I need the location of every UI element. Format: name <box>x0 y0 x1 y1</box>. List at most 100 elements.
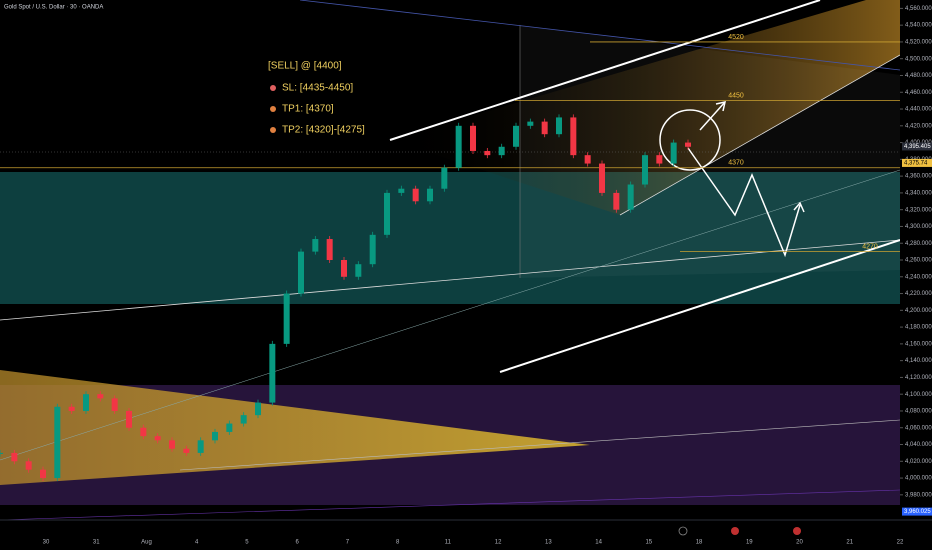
x-tick-label: 15 <box>645 540 652 546</box>
y-tick-label: 4,480.000 <box>905 73 932 79</box>
projection <box>699 101 726 131</box>
x-tick-label: 4 <box>195 540 199 546</box>
y-tick-label: 4,500.000 <box>905 56 932 62</box>
x-tick-label: 31 <box>93 540 100 546</box>
x-tick-label: 8 <box>396 540 400 546</box>
y-tick-label: 4,160.000 <box>905 341 932 347</box>
candle <box>398 188 405 193</box>
candle <box>97 394 104 399</box>
candle <box>68 406 75 411</box>
x-tick-label: 30 <box>43 540 50 546</box>
price-axis <box>900 0 932 550</box>
candle <box>570 117 577 156</box>
y-tick-label: 3,980.000 <box>905 492 932 498</box>
y-tick-label: 4,560.000 <box>905 6 932 12</box>
icon <box>270 127 276 133</box>
trend <box>299 0 901 71</box>
candle <box>0 452 3 454</box>
candle <box>584 155 591 164</box>
candle <box>25 461 32 470</box>
y-tick-label: 4,000.000 <box>905 476 932 482</box>
price-tag-label: 3,960.025 <box>904 509 931 515</box>
candle <box>384 192 390 235</box>
candle <box>255 402 261 416</box>
candle <box>441 167 448 189</box>
channel <box>390 0 900 215</box>
y-tick-label: 4,440.000 <box>905 107 932 113</box>
candle <box>83 394 89 411</box>
y-tick-label: 4,260.000 <box>905 258 932 264</box>
annotation: TP1: [4370] <box>282 104 334 115</box>
price-tag <box>902 158 932 167</box>
y-tick-label: 4,120.000 <box>905 375 932 381</box>
candle <box>326 239 333 260</box>
circle <box>659 109 721 171</box>
level-label: 4270 <box>862 243 878 250</box>
candle <box>513 125 519 147</box>
candle <box>197 440 204 453</box>
event-icon <box>793 527 801 535</box>
arrow-head <box>793 201 805 213</box>
x-tick-label: 22 <box>897 540 904 546</box>
arrow-head <box>715 101 726 112</box>
candle <box>527 121 534 126</box>
candle <box>656 155 663 164</box>
candle <box>341 260 347 277</box>
y-tick-label: 4,460.000 <box>905 90 932 96</box>
y-tick-label: 4,420.000 <box>905 123 932 129</box>
price-tag <box>902 142 932 151</box>
candle <box>498 146 505 156</box>
price-tag-label: 4,375.74 <box>904 161 928 167</box>
candle <box>685 142 691 147</box>
candle <box>269 343 276 403</box>
projection <box>687 147 801 258</box>
candle <box>298 251 304 294</box>
y-tick-label: 4,220.000 <box>905 291 932 297</box>
price-tag-label: 4,395.405 <box>904 144 931 150</box>
trend <box>179 419 901 471</box>
candle <box>54 406 61 479</box>
fan <box>520 25 900 278</box>
level-label: 4370 <box>728 160 744 167</box>
trend <box>0 169 901 461</box>
candle <box>11 452 18 462</box>
y-tick-label: 4,060.000 <box>905 425 932 431</box>
candle <box>283 293 290 344</box>
trend <box>0 239 901 321</box>
y-tick-label: 4,520.000 <box>905 40 932 46</box>
candle <box>40 469 46 479</box>
candle <box>484 150 491 156</box>
candle <box>427 188 433 202</box>
level-label: 4520 <box>728 34 744 41</box>
candle <box>111 398 118 411</box>
y-tick-label: 4,040.000 <box>905 442 932 448</box>
x-tick-label: 19 <box>746 540 753 546</box>
x-tick-label: Aug <box>141 540 152 546</box>
candle <box>627 184 634 210</box>
y-tick-label: 4,020.000 <box>905 459 932 465</box>
candle <box>212 431 218 441</box>
channel-mid <box>619 54 901 216</box>
x-tick-label: 13 <box>545 540 552 546</box>
candle <box>355 264 362 277</box>
channel-top <box>389 0 821 141</box>
event-icon <box>678 526 688 536</box>
candle <box>312 239 319 252</box>
channel-bottom <box>499 239 901 373</box>
x-tick-label: 7 <box>346 540 350 546</box>
level-label: 4450 <box>728 92 744 99</box>
x-tick-label: 18 <box>696 540 703 546</box>
x-tick-label: 20 <box>796 540 803 546</box>
candle <box>369 234 376 265</box>
candle <box>154 436 161 441</box>
x-tick-label: 21 <box>846 540 853 546</box>
candle <box>470 125 476 151</box>
candle <box>613 192 620 210</box>
y-tick-label: 4,140.000 <box>905 358 932 364</box>
y-tick-label: 4,360.000 <box>905 174 932 180</box>
candle <box>226 423 233 432</box>
event-icon <box>731 527 739 535</box>
price-tag <box>902 507 932 516</box>
x-tick-label: 5 <box>245 540 249 546</box>
candle <box>126 410 132 428</box>
